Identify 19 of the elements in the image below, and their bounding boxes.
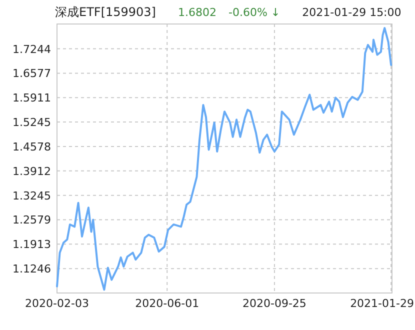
text: 1.6802 (178, 6, 216, 19)
line-series (56, 27, 392, 291)
y-tick-label: 1.1913 (12, 238, 51, 252)
y-tick-label: 1.4578 (12, 140, 51, 154)
y-tick-label: 1.3912 (12, 164, 51, 178)
x-tick-label: 2020-06-01 (135, 297, 200, 310)
y-tick-label: 1.5245 (12, 116, 51, 130)
y-tick-label: 1.5911 (12, 92, 51, 105)
y-tick-label: 1.2579 (12, 214, 51, 227)
y-tick-label: 1.1246 (12, 262, 51, 276)
y-tick-label: 1.3245 (12, 189, 51, 202)
chart-title: 深成ETF[159903] (55, 5, 156, 19)
text: 2021-01-29 15:00 (302, 6, 402, 19)
x-tick-label: 2021-01-29 (350, 297, 414, 310)
text: -0.60% ↓ (228, 6, 280, 19)
y-tick-label: 1.6577 (12, 67, 51, 80)
y-tick-label: 1.7244 (12, 42, 51, 56)
x-tick-label: 2020-09-25 (242, 297, 306, 310)
x-tick-label: 2020-02-03 (25, 297, 89, 310)
